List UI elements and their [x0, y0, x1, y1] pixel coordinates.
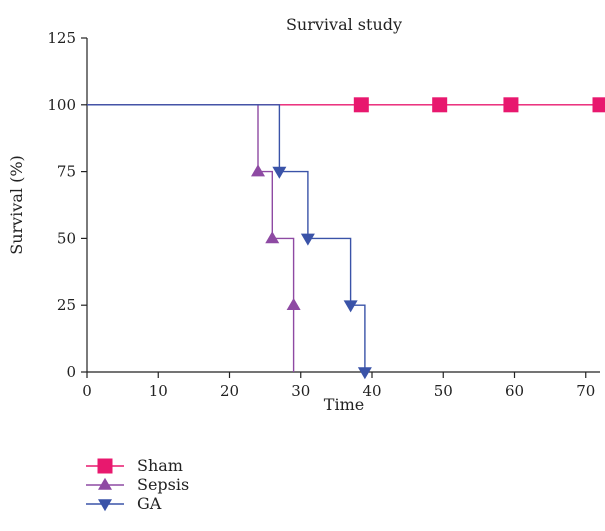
chart-title: Survival study: [286, 15, 402, 34]
legend-label-sepsis: Sepsis: [137, 475, 189, 494]
data-point-ga: [272, 166, 287, 179]
x-tick-label: 50: [434, 382, 453, 400]
x-axis-title: Time: [324, 395, 364, 414]
legend-item-ga: GA: [86, 494, 162, 513]
series-sepsis: [87, 104, 301, 372]
data-point-sham: [353, 97, 369, 113]
legend-marker-ga: [98, 499, 112, 512]
series-layer: [87, 97, 605, 380]
x-tick-label: 40: [362, 382, 381, 400]
data-point-ga: [343, 300, 358, 313]
data-point-ga: [357, 367, 372, 380]
series-line-sepsis: [87, 104, 295, 372]
data-point-sham: [432, 97, 448, 113]
legend-item-sepsis: Sepsis: [86, 475, 189, 494]
data-point-sham: [503, 97, 519, 113]
series-ga: [87, 104, 372, 380]
legend-item-sham: Sham: [86, 456, 183, 475]
x-tick-label: 10: [149, 382, 168, 400]
y-tick-label: 50: [57, 229, 76, 247]
legend-marker-sham: [97, 458, 113, 474]
series-line-ga: [87, 104, 366, 372]
y-tick-label: 100: [47, 96, 76, 114]
data-point-sham: [592, 97, 605, 113]
legend-marker-sepsis: [98, 477, 112, 490]
data-point-ga: [300, 233, 315, 246]
y-tick-label: 25: [57, 296, 76, 314]
y-tick-label: 125: [47, 29, 76, 47]
x-tick-label: 30: [291, 382, 310, 400]
legend-label-sham: Sham: [137, 456, 183, 475]
legend-label-ga: GA: [137, 494, 162, 513]
data-point-sepsis: [286, 298, 301, 310]
y-tick-label: 75: [57, 163, 76, 181]
x-tick-label: 20: [220, 382, 239, 400]
x-tick-label: 60: [505, 382, 524, 400]
axes: 0 25 50 75 100 125 0 10 20 30 40 50 60 70: [47, 29, 600, 400]
data-point-sepsis: [251, 164, 265, 177]
x-tick-label: 70: [576, 382, 595, 400]
y-tick-label: 0: [66, 363, 76, 381]
y-axis-title: Survival (%): [7, 155, 26, 255]
data-point-sepsis: [265, 231, 280, 244]
x-tick-label: 0: [82, 382, 92, 400]
